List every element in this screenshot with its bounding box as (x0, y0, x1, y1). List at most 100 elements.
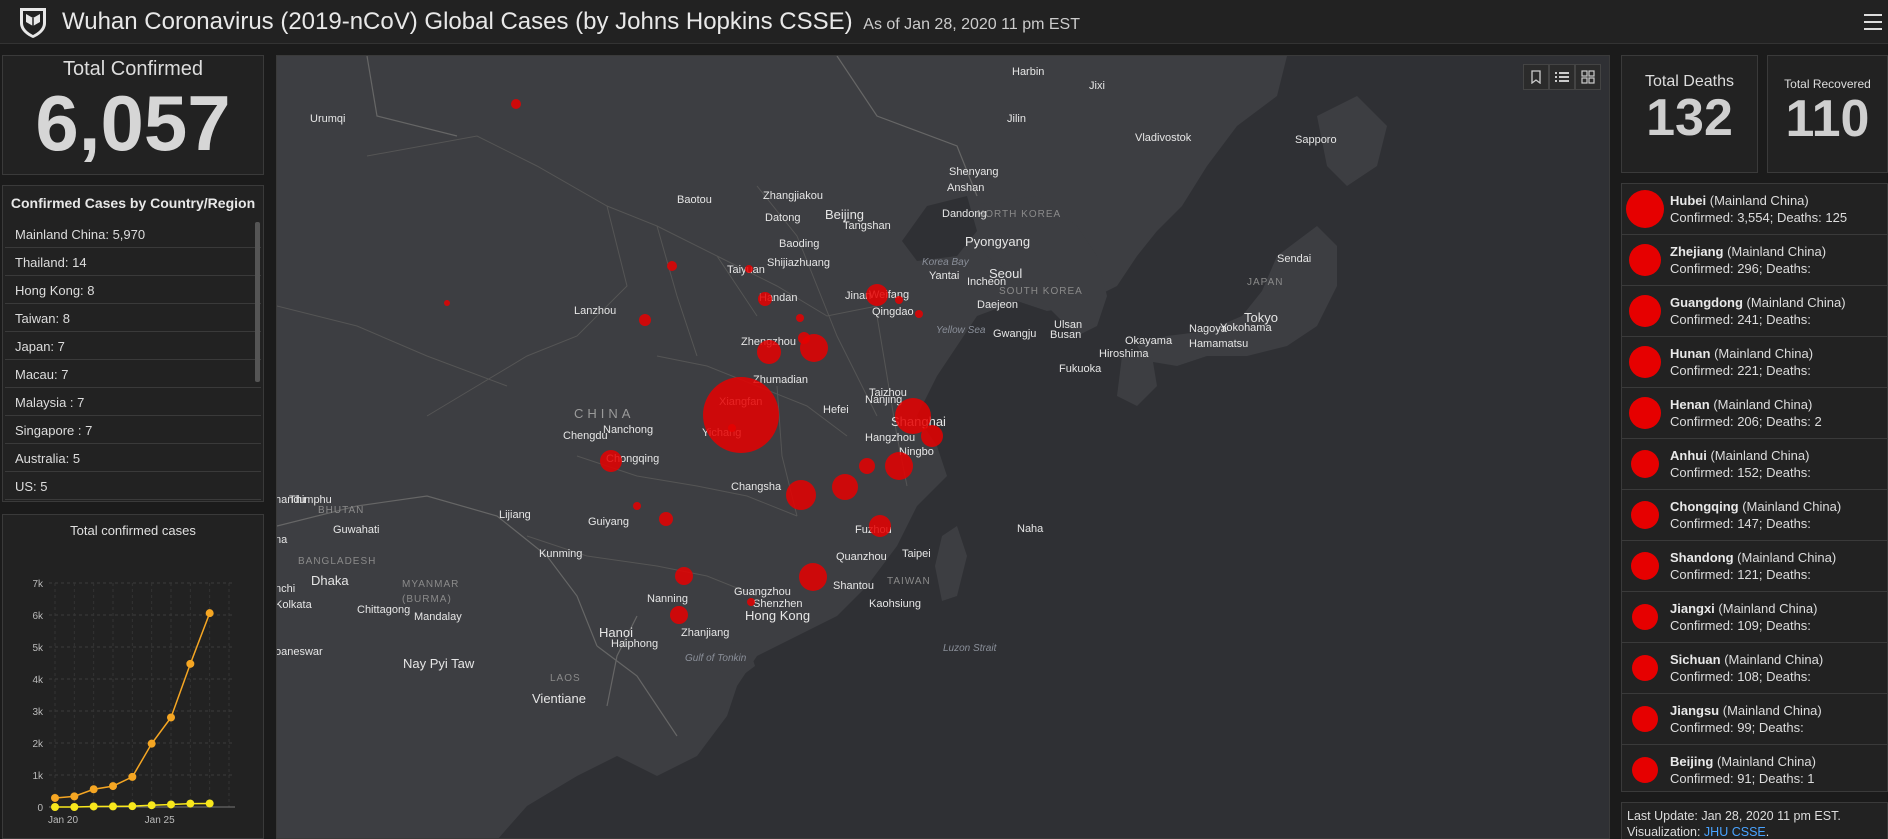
map-case-bubble[interactable] (866, 284, 888, 306)
country-list[interactable]: Mainland China: 5,970 Thailand: 14 Hong Ko… (5, 220, 261, 500)
map-case-bubble[interactable] (600, 450, 622, 472)
map-toolbar (1523, 64, 1601, 90)
map-place-label: Taizhou (869, 387, 907, 399)
country-value: 7 (61, 367, 69, 382)
map-place-label: nchi (277, 583, 295, 595)
map-case-bubble[interactable] (921, 425, 943, 447)
map-case-bubble[interactable] (859, 458, 875, 474)
total-recovered-label: Total Recovered (1784, 77, 1871, 91)
country-row[interactable]: Singapore : 7 (5, 416, 261, 444)
country-row[interactable]: Australia: 5 (5, 444, 261, 472)
country-row[interactable]: Japan: 7 (5, 332, 261, 360)
map-case-bubble[interactable] (895, 296, 903, 304)
map-case-bubble[interactable] (659, 512, 673, 526)
map-case-bubble[interactable] (832, 474, 858, 500)
map-case-bubble[interactable] (670, 606, 688, 624)
map-case-bubble[interactable] (728, 424, 736, 432)
region-text: Jiangxi (Mainland China) Confirmed: 109; … (1670, 600, 1817, 634)
map-case-bubble[interactable] (786, 480, 816, 510)
region-text: Zhejiang (Mainland China) Confirmed: 296;… (1670, 243, 1826, 277)
map-case-bubble[interactable] (757, 340, 781, 364)
chart-y-tick-label: 1k (32, 771, 44, 782)
map-place-label: Lijiang (499, 509, 531, 521)
map-case-bubble[interactable] (895, 398, 931, 434)
map-canvas[interactable]: Harbin Jixi Urumqi Jilin Vladivostok Sapporo S… (277, 56, 1610, 839)
region-detail: Confirmed: 99; Deaths: (1670, 720, 1804, 735)
region-row[interactable]: Henan (Mainland China) Confirmed: 206; De… (1622, 388, 1887, 439)
region-text: Sichuan (Mainland China) Confirmed: 108; … (1670, 651, 1823, 685)
region-bubble-icon (1626, 190, 1664, 228)
map-case-bubble[interactable] (747, 598, 755, 606)
map-view[interactable]: Harbin Jixi Urumqi Jilin Vladivostok Sapporo S… (276, 55, 1610, 839)
jhu-csse-link[interactable]: JHU CSSE (1703, 825, 1766, 839)
region-row[interactable]: Hunan (Mainland China) Confirmed: 221; De… (1622, 337, 1887, 388)
map-case-bubble[interactable] (703, 377, 779, 453)
map-case-bubble[interactable] (444, 300, 450, 306)
map-place-label: Tangshan (843, 220, 891, 232)
region-row[interactable]: Chongqing (Mainland China) Confirmed: 147… (1622, 490, 1887, 541)
region-row[interactable]: Beijing (Mainland China) Confirmed: 91; D… (1622, 745, 1887, 791)
region-country: (Mainland China) (1710, 346, 1814, 361)
region-list[interactable]: Hubei (Mainland China) Confirmed: 3,554; … (1621, 183, 1888, 792)
map-case-bubble[interactable] (915, 310, 923, 318)
map-case-bubble[interactable] (639, 314, 651, 326)
country-name: Japan: (15, 339, 58, 354)
chart-data-point (89, 802, 98, 811)
country-list-scrollbar[interactable] (255, 222, 260, 382)
region-name: Guangdong (1670, 295, 1743, 310)
map-case-bubble[interactable] (885, 452, 913, 480)
region-row[interactable]: Shandong (Mainland China) Confirmed: 121;… (1622, 541, 1887, 592)
region-row[interactable]: Jiangxi (Mainland China) Confirmed: 109; … (1622, 592, 1887, 643)
country-row[interactable]: Hong Kong: 8 (5, 276, 261, 304)
map-case-bubble[interactable] (667, 261, 677, 271)
map-place-label: Vientiane (532, 691, 586, 706)
map-case-bubble[interactable] (758, 292, 772, 306)
total-confirmed-label: Total Confirmed (62, 58, 204, 80)
region-country: (Mainland China) (1742, 295, 1846, 310)
region-detail: Confirmed: 109; Deaths: (1670, 618, 1811, 633)
map-case-bubble[interactable] (869, 515, 891, 537)
map-case-bubble[interactable] (633, 502, 641, 510)
map-case-bubble[interactable] (798, 332, 810, 344)
region-row[interactable]: Sichuan (Mainland China) Confirmed: 108; … (1622, 643, 1887, 694)
hainan-shape (715, 641, 755, 681)
chart-title: Total confirmed cases (70, 523, 196, 538)
chart-data-point (205, 799, 214, 808)
country-value: 8 (87, 283, 95, 298)
map-place-label: Shantou (833, 580, 874, 592)
map-case-bubble[interactable] (799, 563, 827, 591)
chart-y-tick-label: 3k (32, 707, 44, 718)
list-icon[interactable] (1549, 64, 1575, 90)
map-case-bubble[interactable] (796, 314, 804, 322)
map-case-bubble[interactable] (511, 99, 521, 109)
region-row[interactable]: Anhui (Mainland China) Confirmed: 152; De… (1622, 439, 1887, 490)
region-row[interactable]: Zhejiang (Mainland China) Confirmed: 296;… (1622, 235, 1887, 286)
country-panel-title: Confirmed Cases by Country/Region (10, 195, 256, 211)
country-row[interactable]: Mainland China: 5,970 (5, 220, 261, 248)
region-row[interactable]: Guangdong (Mainland China) Confirmed: 241… (1622, 286, 1887, 337)
region-country: (Mainland China) (1706, 448, 1810, 463)
korea-shape (967, 196, 1107, 336)
map-place-label: Okayama (1125, 335, 1173, 347)
map-place-label: Hanoi (599, 625, 633, 640)
country-value: 7 (85, 423, 93, 438)
country-row[interactable]: Thailand: 14 (5, 248, 261, 276)
chart-data-point (147, 801, 156, 810)
region-row[interactable]: Jiangsu (Mainland China) Confirmed: 99; D… (1622, 694, 1887, 745)
map-place-label: Kolkata (277, 599, 313, 611)
country-row[interactable]: Taiwan: 8 (5, 304, 261, 332)
region-row[interactable]: Hubei (Mainland China) Confirmed: 3,554; … (1622, 184, 1887, 235)
map-place-label: Kunming (539, 548, 582, 560)
map-case-bubble[interactable] (745, 265, 753, 273)
country-row[interactable]: Malaysia : 7 (5, 388, 261, 416)
bookmark-icon[interactable] (1523, 64, 1549, 90)
country-row[interactable]: Macau: 7 (5, 360, 261, 388)
region-bubble-icon (1629, 295, 1661, 327)
country-row[interactable]: US: 5 (5, 472, 261, 500)
japan-hokkaido-shape (1317, 96, 1387, 186)
country-value: 5 (40, 479, 48, 494)
country-name: Singapore : (15, 423, 86, 438)
hamburger-menu-icon[interactable] (1864, 14, 1882, 30)
map-case-bubble[interactable] (675, 567, 693, 585)
grid-icon[interactable] (1575, 64, 1601, 90)
